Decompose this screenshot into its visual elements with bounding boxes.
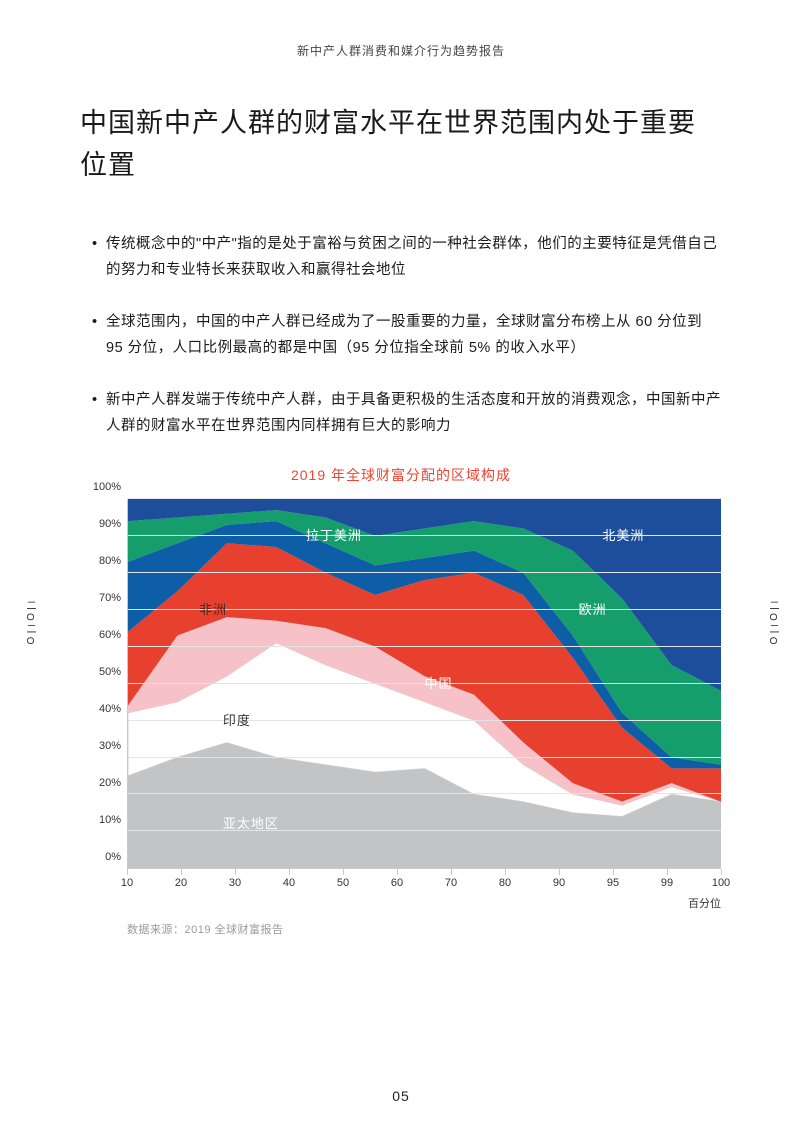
- gridline: [128, 793, 721, 794]
- bullet-list: 传统概念中的"中产"指的是处于富裕与贫困之间的一种社会群体，他们的主要特征是凭借…: [80, 231, 722, 440]
- page-title: 中国新中产人群的财富水平在世界范围内处于重要位置: [80, 103, 722, 187]
- x-tick-mark: [613, 869, 614, 875]
- x-tick-mark: [559, 869, 560, 875]
- x-tick-mark: [397, 869, 398, 875]
- x-tick-mark: [721, 869, 722, 875]
- x-tick-mark: [289, 869, 290, 875]
- gridline: [128, 757, 721, 758]
- gridline: [128, 720, 721, 721]
- x-tick-label: 100: [712, 877, 730, 889]
- x-tick-mark: [667, 869, 668, 875]
- gridline: [128, 646, 721, 647]
- x-tick-label: 60: [391, 877, 403, 889]
- y-tick-label: 20%: [99, 777, 121, 789]
- y-tick-label: 60%: [99, 629, 121, 641]
- x-axis: 百分位 1020304050607080909599100: [127, 869, 721, 903]
- x-tick-label: 10: [121, 877, 133, 889]
- side-mark-left: 二O二O: [22, 600, 37, 648]
- series-label: 北美洲: [602, 525, 644, 544]
- x-tick-label: 95: [607, 877, 619, 889]
- x-tick-label: 70: [445, 877, 457, 889]
- bullet-item: 新中产人群发端于传统中产人群，由于具备更积极的生活态度和开放的消费观念，中国新中…: [92, 387, 722, 439]
- y-tick-label: 30%: [99, 740, 121, 752]
- y-tick-label: 90%: [99, 518, 121, 530]
- x-tick-label: 90: [553, 877, 565, 889]
- x-tick-mark: [181, 869, 182, 875]
- page-number: 05: [0, 1088, 802, 1104]
- x-tick-mark: [127, 869, 128, 875]
- x-tick-label: 40: [283, 877, 295, 889]
- side-mark-right: 二O二O: [765, 600, 780, 648]
- chart-plot-area: 亚太地区 印度 非洲中国 拉丁美洲欧洲 北美洲: [127, 499, 721, 869]
- gridline: [128, 498, 721, 499]
- y-tick-label: 80%: [99, 555, 121, 567]
- x-tick-mark: [451, 869, 452, 875]
- y-tick-label: 50%: [99, 666, 121, 678]
- wealth-distribution-chart: 0%10%20%30%40%50%60%70%80%90%100% 亚太地区印度…: [81, 499, 721, 937]
- x-tick-label: 80: [499, 877, 511, 889]
- y-tick-label: 10%: [99, 814, 121, 826]
- x-tick-label: 30: [229, 877, 241, 889]
- gridline: [128, 572, 721, 573]
- series-label: 印度: [223, 710, 251, 729]
- y-tick-label: 40%: [99, 703, 121, 715]
- bullet-item: 传统概念中的"中产"指的是处于富裕与贫困之间的一种社会群体，他们的主要特征是凭借…: [92, 231, 722, 283]
- document-header: 新中产人群消费和媒介行为趋势报告: [80, 42, 722, 59]
- x-tick-label: 20: [175, 877, 187, 889]
- y-axis: 0%10%20%30%40%50%60%70%80%90%100%: [81, 499, 127, 869]
- gridline: [128, 830, 721, 831]
- series-label: 中国: [425, 673, 453, 692]
- x-tick-mark: [505, 869, 506, 875]
- series-label: 欧洲: [579, 599, 607, 618]
- series-label: 亚太地区: [223, 813, 279, 832]
- y-tick-label: 0%: [105, 851, 121, 863]
- x-axis-label: 百分位: [688, 895, 721, 911]
- x-tick-label: 50: [337, 877, 349, 889]
- x-tick-label: 99: [661, 877, 673, 889]
- chart-source: 数据来源：2019 全球财富报告: [127, 921, 721, 937]
- x-tick-mark: [343, 869, 344, 875]
- series-label: 非洲: [199, 599, 227, 618]
- x-tick-mark: [235, 869, 236, 875]
- y-tick-label: 70%: [99, 592, 121, 604]
- y-tick-label: 100%: [93, 481, 121, 493]
- bullet-item: 全球范围内，中国的中产人群已经成为了一股重要的力量，全球财富分布榜上从 60 分…: [92, 309, 722, 361]
- series-label: 拉丁美洲: [306, 525, 362, 544]
- chart-title: 2019 年全球财富分配的区域构成: [80, 465, 722, 485]
